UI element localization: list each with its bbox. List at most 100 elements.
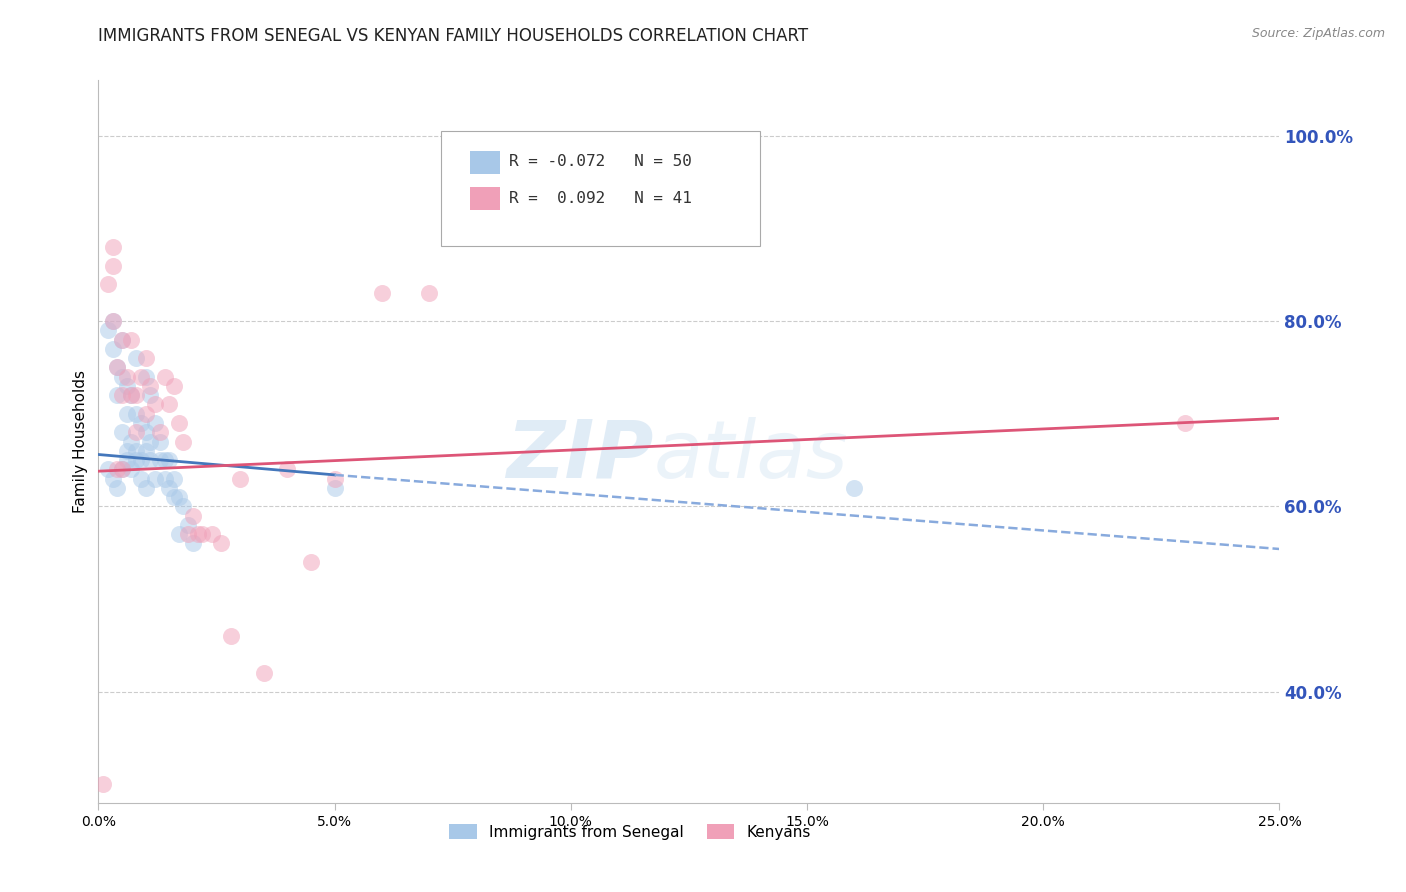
Point [181, 536, 204, 550]
Point [157, 397, 180, 411]
Point [163, 490, 186, 504]
Point [105, 360, 128, 375]
Point [105, 360, 128, 375]
Point [111, 462, 134, 476]
Point [105, 388, 128, 402]
Point [299, 555, 322, 569]
Point [129, 453, 152, 467]
Point [135, 443, 157, 458]
Point [101, 240, 124, 254]
Text: ZIP: ZIP [506, 417, 654, 495]
Point [139, 379, 162, 393]
Point [157, 481, 180, 495]
Y-axis label: Family Households: Family Households [73, 370, 89, 513]
Point [125, 443, 148, 458]
Point [125, 453, 148, 467]
Point [844, 481, 866, 495]
Text: IMMIGRANTS FROM SENEGAL VS KENYAN FAMILY HOUSEHOLDS CORRELATION CHART: IMMIGRANTS FROM SENEGAL VS KENYAN FAMILY… [98, 27, 808, 45]
Point [97, 323, 120, 337]
Point [97, 462, 120, 476]
Point [187, 527, 209, 541]
Point [101, 314, 124, 328]
Point [111, 388, 134, 402]
Point [139, 434, 162, 449]
Text: Source: ZipAtlas.com: Source: ZipAtlas.com [1251, 27, 1385, 40]
Text: atlas: atlas [654, 417, 848, 495]
Point [177, 517, 200, 532]
Point [1174, 416, 1197, 430]
Point [163, 472, 186, 486]
Point [121, 462, 143, 476]
Point [135, 369, 157, 384]
Point [105, 481, 128, 495]
Point [101, 472, 124, 486]
Point [323, 481, 346, 495]
Point [143, 397, 166, 411]
Point [177, 527, 200, 541]
Point [167, 416, 190, 430]
Point [135, 407, 157, 421]
FancyBboxPatch shape [441, 131, 759, 246]
Point [115, 379, 138, 393]
Point [153, 472, 176, 486]
Point [209, 536, 232, 550]
Point [149, 453, 172, 467]
Point [129, 472, 152, 486]
Bar [471, 187, 501, 211]
Point [111, 333, 134, 347]
Point [121, 333, 143, 347]
Point [101, 342, 124, 356]
Point [111, 462, 134, 476]
Text: R = -0.072   N = 50: R = -0.072 N = 50 [509, 154, 692, 169]
Point [101, 314, 124, 328]
Point [323, 472, 346, 486]
Legend: Immigrants from Senegal, Kenyans: Immigrants from Senegal, Kenyans [443, 818, 817, 846]
Point [143, 472, 166, 486]
Point [139, 388, 162, 402]
Bar [471, 151, 501, 174]
Point [167, 527, 190, 541]
Point [129, 416, 152, 430]
Point [125, 388, 148, 402]
Point [163, 379, 186, 393]
Point [121, 388, 143, 402]
Point [229, 472, 252, 486]
Point [135, 351, 157, 366]
Point [115, 407, 138, 421]
Point [201, 527, 224, 541]
Point [157, 453, 180, 467]
Point [115, 443, 138, 458]
Point [135, 425, 157, 440]
Text: R =  0.092   N = 41: R = 0.092 N = 41 [509, 191, 692, 205]
Point [149, 434, 172, 449]
Point [121, 434, 143, 449]
Point [371, 286, 394, 301]
Point [91, 777, 114, 791]
Point [101, 259, 124, 273]
Point [115, 453, 138, 467]
Point [418, 286, 440, 301]
Point [149, 425, 172, 440]
Point [172, 500, 194, 514]
Point [125, 351, 148, 366]
Point [115, 369, 138, 384]
Point [111, 333, 134, 347]
Point [129, 369, 152, 384]
Point [181, 508, 204, 523]
Point [253, 666, 276, 681]
Point [139, 453, 162, 467]
Point [111, 425, 134, 440]
Point [105, 462, 128, 476]
Point [97, 277, 120, 291]
Point [143, 416, 166, 430]
Point [191, 527, 214, 541]
Point [153, 369, 176, 384]
Point [121, 388, 143, 402]
Point [172, 434, 194, 449]
Point [125, 425, 148, 440]
Point [167, 490, 190, 504]
Point [135, 481, 157, 495]
Point [111, 369, 134, 384]
Point [153, 453, 176, 467]
Point [125, 407, 148, 421]
